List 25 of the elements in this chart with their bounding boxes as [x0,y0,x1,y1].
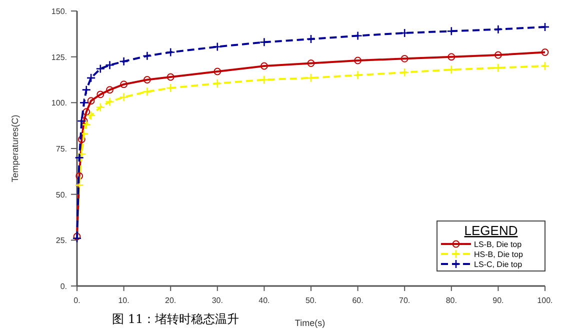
y-axis-title: Temperatures(C) [10,114,20,182]
x-tick-label: 30. [212,296,223,305]
legend-label: HS-B, Die top [474,250,524,259]
x-tick-label: 90. [492,296,504,305]
y-tick-label: 25. [56,236,67,246]
y-tick-label: 50. [56,190,67,200]
x-tick-label: 40. [258,296,270,305]
x-tick-label: 100. [537,296,553,305]
x-tick-label: 10. [118,296,130,305]
x-tick-label: 20. [165,296,176,305]
x-axis-title: Time(s) [294,318,326,328]
x-tick-label: 70. [399,296,410,305]
x-tick-label: 60. [352,296,364,305]
x-tick-label: 0. [74,296,80,305]
y-tick-label: 75. [56,144,67,154]
x-tick-label: 80. [446,296,457,305]
x-tick-label: 50. [305,296,317,305]
legend-label: LS-C, Die top [474,260,523,269]
y-tick-label: 100. [51,98,67,108]
legend-label: LS-B, Die top [474,240,522,249]
caption: 图 11：堵转时稳态温升 [112,312,240,326]
y-tick-label: 0. [60,282,67,291]
legend-title: LEGEND [464,223,518,238]
y-tick-label: 150. [51,7,67,16]
y-tick-label: 125. [51,52,67,62]
